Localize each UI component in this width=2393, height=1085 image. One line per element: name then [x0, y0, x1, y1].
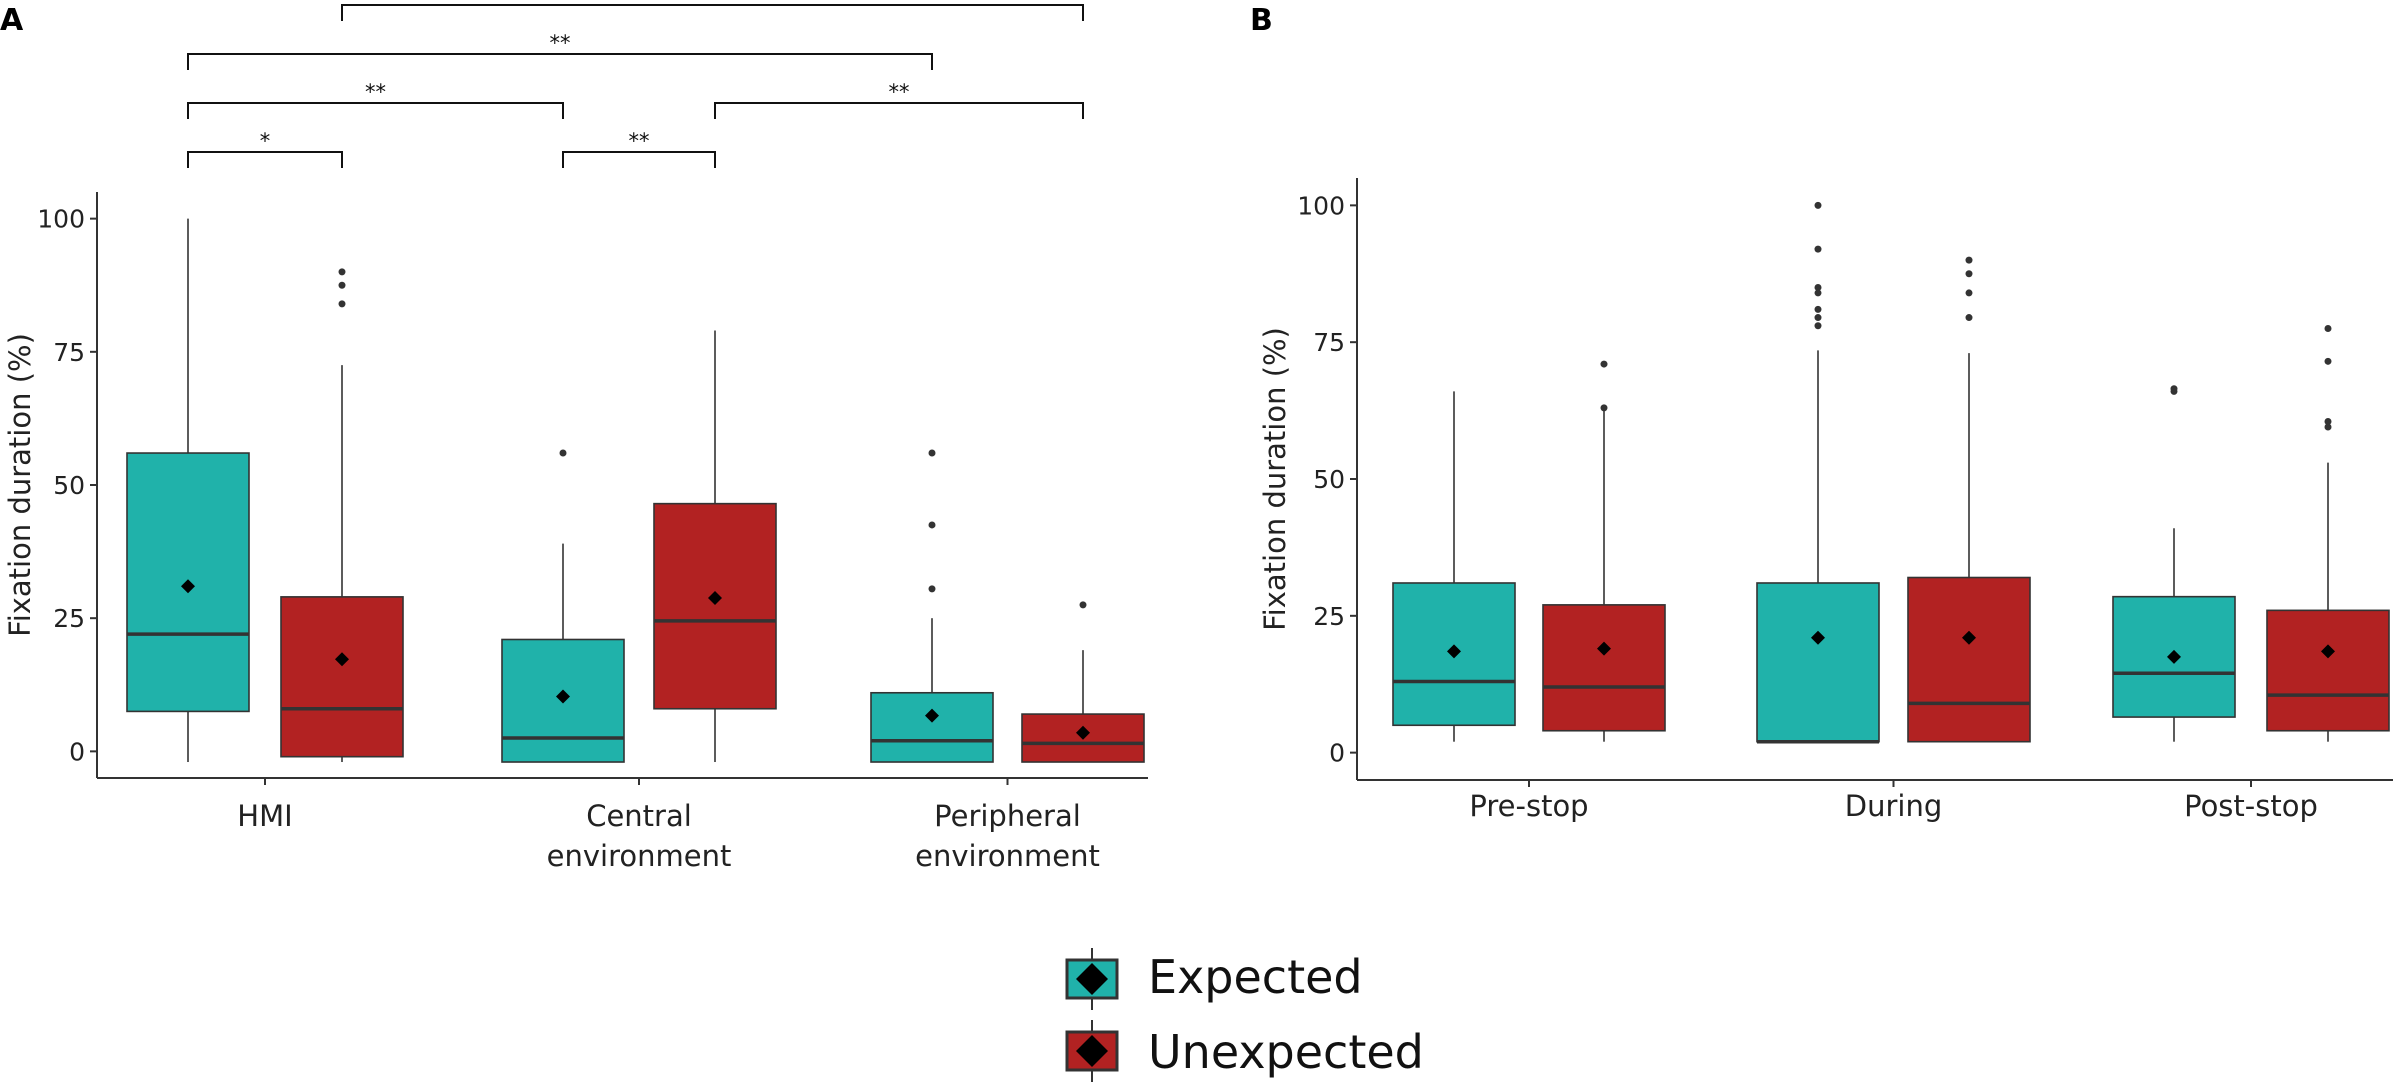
box-expected [870, 691, 994, 763]
y-tick-label: 25 [53, 604, 85, 633]
outlier-point [338, 281, 346, 289]
outlier-point [1814, 314, 1822, 322]
outlier-point [928, 449, 936, 457]
x-category-label: HMI [237, 799, 292, 833]
outlier-point [1814, 305, 1822, 313]
mean-marker [335, 652, 349, 667]
outlier-point [1814, 245, 1822, 253]
legend-label-expected: Expected [1148, 950, 1363, 1004]
legend-item-unexpected: Unexpected [1065, 1020, 1424, 1082]
box-unexpected [2266, 609, 2390, 732]
outlier-point [1965, 289, 1973, 297]
outlier-point [1814, 289, 1822, 297]
box-unexpected [653, 502, 777, 710]
outlier-point [2170, 385, 2178, 393]
mean-marker [1447, 644, 1461, 659]
significance-bracket [187, 102, 564, 119]
panel-b: B 0 25 50 75 100 Fixation duration (%) Pre-sto… [1250, 3, 2393, 823]
mean-marker [1811, 630, 1825, 645]
significance-label: ** [702, 0, 723, 6]
y-tick-label: 75 [53, 338, 85, 367]
outlier-point [2324, 418, 2332, 426]
outlier-point [1814, 201, 1822, 209]
outlier-point [559, 449, 567, 457]
x-category-label: During [1845, 789, 1942, 823]
box-unexpected [280, 596, 404, 758]
significance-label: * [260, 129, 271, 153]
x-category-label: Pre-stop [1469, 789, 1588, 823]
x-category-label: environment [915, 839, 1100, 873]
mean-marker [181, 579, 195, 594]
mean-marker [2167, 649, 2181, 664]
y-tick-label: 25 [1313, 602, 1345, 631]
y-tick-label: 100 [1297, 191, 1345, 220]
outlier-point [1965, 256, 1973, 264]
outlier-point [1600, 404, 1608, 412]
y-axis-label: Fixation duration (%) [3, 333, 37, 637]
x-category-label: Peripheral [934, 799, 1081, 833]
outlier-point [1814, 283, 1822, 291]
box-unexpected [1021, 713, 1145, 763]
y-tick-label: 100 [37, 205, 85, 234]
outlier-point [1965, 270, 1973, 278]
legend-key-diamond [1076, 1035, 1108, 1067]
outlier-point [2324, 325, 2332, 332]
outlier-point [1600, 360, 1608, 368]
y-axis-label: Fixation duration (%) [1258, 327, 1292, 631]
mean-marker [1962, 630, 1976, 645]
box-expected [1756, 582, 1880, 743]
panel-label-a: A [0, 3, 24, 38]
significance-label: ** [889, 80, 910, 104]
outlier-point [338, 300, 346, 308]
significance-bracket [187, 53, 933, 70]
outlier-point [928, 521, 936, 529]
legend-label-unexpected: Unexpected [1148, 1025, 1424, 1079]
significance-bracket [562, 151, 716, 168]
significance-label: ** [550, 31, 571, 55]
x-category-label: Central [586, 799, 692, 833]
x-category-label: environment [547, 839, 732, 873]
significance-label: ** [365, 80, 386, 104]
outlier-point [928, 585, 936, 593]
y-tick-label: 50 [1313, 465, 1345, 494]
outlier-point [1965, 314, 1973, 322]
box-unexpected [1542, 604, 1666, 732]
mean-marker [925, 708, 939, 723]
box-unexpected [1907, 576, 2031, 743]
legend: Expected Unexpected [1065, 948, 1424, 1082]
mean-marker [1597, 641, 1611, 656]
mean-marker [1076, 725, 1090, 740]
outlier-point [1814, 322, 1822, 330]
outlier-point [2324, 423, 2332, 431]
x-category-label: Post-stop [2184, 789, 2318, 823]
y-tick-label: 0 [1329, 739, 1345, 768]
panel-label-b: B [1250, 3, 1273, 38]
significance-bracket [187, 151, 343, 168]
mean-marker [556, 689, 570, 704]
significance-bracket [341, 4, 1084, 21]
mean-marker [2321, 644, 2335, 659]
y-tick-label: 75 [1313, 328, 1345, 357]
y-tick-label: 0 [69, 737, 85, 766]
y-tick-label: 50 [53, 471, 85, 500]
outlier-point [338, 268, 346, 276]
panel-a: A 0 25 50 75 100 Fixation duration (%) HMI Cent… [0, 0, 1148, 873]
outlier-point [2324, 357, 2332, 365]
legend-item-expected: Expected [1065, 948, 1363, 1010]
mean-marker [708, 590, 722, 605]
legend-key-diamond [1076, 963, 1108, 995]
significance-bracket [714, 102, 1084, 119]
outlier-point [1079, 601, 1087, 609]
significance-label: ** [629, 129, 650, 153]
